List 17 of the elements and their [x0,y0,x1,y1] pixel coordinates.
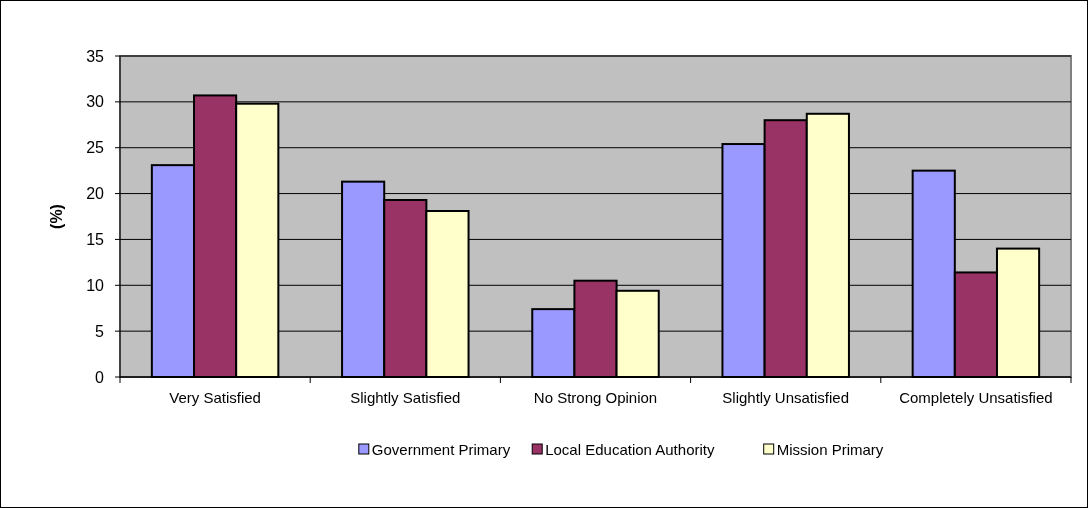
y-tick-label: 0 [95,368,105,386]
x-tick-label: No Strong Opinion [533,389,658,406]
x-tick-label: Completely Unsatisfied [899,389,1053,406]
y-tick-label: 20 [86,185,105,203]
x-tick-label: Very Satisfied [169,389,261,406]
legend-label: Government Primary [371,441,511,459]
y-axis-title: (%) [48,204,65,229]
y-tick-label: 10 [86,276,105,294]
y-tick-label: 35 [86,47,105,65]
y-tick-label: 15 [86,231,105,249]
x-tick-label: Slightly Unsatisfied [722,389,850,406]
y-tick-label: 5 [95,322,105,340]
legend-label: Mission Primary [776,441,884,459]
legend-label: Local Education Authority [545,441,715,459]
x-tick-label: Slightly Satisfied [350,389,461,406]
y-tick-label: 30 [86,93,105,111]
y-tick-label: 25 [86,139,105,157]
